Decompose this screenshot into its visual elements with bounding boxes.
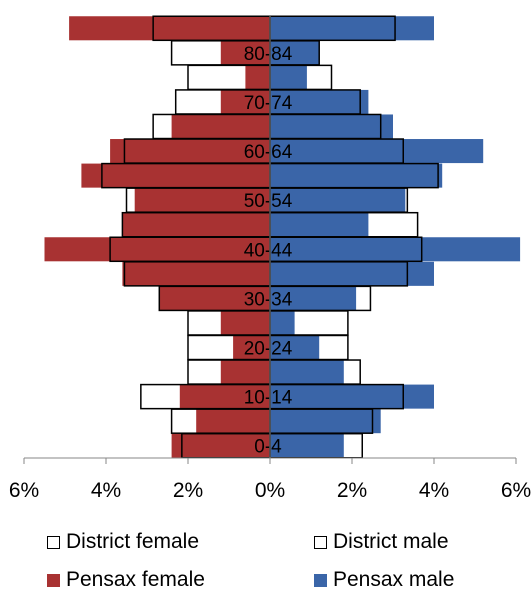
bar-pensax-female-45-49 [122, 212, 271, 237]
category-label-20-24: 20-24 [244, 339, 293, 360]
bar-pensax-male-40-44 [270, 237, 521, 262]
bar-pensax-female-55-59 [81, 163, 271, 188]
x-tick-label: 4% [91, 479, 121, 502]
bar-pensax-female-35-39 [122, 261, 271, 286]
bar-pensax-female-85+ [69, 16, 270, 41]
bar-pensax-male-60-64 [270, 139, 484, 164]
bar-pensax-female-60-64 [110, 139, 270, 164]
bar-pensax-male-65-69 [270, 114, 393, 139]
bar-pensax-female-40-44 [44, 237, 270, 262]
bar-pensax-male-5-9 [270, 409, 381, 434]
population-pyramid-chart: 0-4 10-14 20-24 30-34 40-44 50-54 60-64 70-74 80… [9, 15, 531, 502]
bar-pensax-female-10-14 [179, 384, 270, 409]
x-tick-label: 4% [419, 479, 449, 502]
bar-pensax-male-55-59 [270, 163, 443, 188]
bar-pensax-female-70-74 [220, 89, 270, 114]
x-tick-label: 2% [337, 479, 367, 502]
bar-pensax-male-35-39 [270, 261, 434, 286]
bar-pensax-male-45-49 [270, 212, 369, 237]
pensax-male-swatch [314, 573, 327, 587]
legend-item-pensax-female: Pensax female [47, 568, 205, 592]
legend-label-pensax-female: Pensax female [66, 568, 205, 591]
bar-pensax-female-20-24 [233, 335, 270, 360]
legend-label-district-male: District male [333, 530, 449, 553]
bar-pensax-male-30-34 [270, 286, 357, 311]
bar-pensax-male-15-19 [270, 360, 344, 385]
bar-pensax-female-25-29 [220, 310, 270, 335]
bar-pensax-male-20-24 [270, 335, 320, 360]
bar-pensax-male-0-4 [270, 433, 344, 458]
legend-label-pensax-male: Pensax male [333, 568, 455, 591]
category-label-30-34: 30-34 [244, 289, 293, 310]
district-male-swatch [314, 535, 327, 549]
category-label-0-4: 0-4 [254, 437, 282, 458]
category-label-80-84: 80-84 [244, 44, 293, 65]
district-female-swatch [47, 535, 60, 549]
category-label-70-74: 70-74 [244, 93, 293, 114]
category-label-50-54: 50-54 [244, 191, 293, 212]
category-label-10-14: 10-14 [244, 388, 293, 409]
bar-pensax-female-65-69 [171, 114, 270, 139]
bar-pensax-male-50-54 [270, 188, 406, 213]
bar-pensax-male-25-29 [270, 310, 295, 335]
legend-item-pensax-male: Pensax male [314, 568, 454, 592]
bar-pensax-female-75-79 [245, 65, 270, 90]
x-tick-label: 6% [501, 479, 531, 502]
x-tick-label: 0% [255, 479, 285, 502]
pensax-female-swatch [47, 573, 60, 587]
category-label-40-44: 40-44 [244, 240, 293, 261]
bar-pensax-female-0-4 [171, 433, 270, 458]
bar-pensax-female-50-54 [134, 188, 270, 213]
bar-pensax-female-5-9 [196, 409, 270, 434]
legend-item-district-female: District female [47, 530, 199, 554]
bar-pensax-male-80-84 [270, 40, 320, 65]
bar-pensax-male-85+ [270, 16, 434, 41]
bar-pensax-female-15-19 [220, 360, 270, 385]
x-tick-label: 6% [9, 479, 39, 502]
legend: District female District male Pensax fem… [0, 520, 531, 594]
bar-pensax-female-80-84 [220, 40, 270, 65]
legend-label-district-female: District female [66, 530, 200, 553]
bar-pensax-male-10-14 [270, 384, 434, 409]
x-axis: 6% 4% 2% 0% 2% 4% 6% [9, 16, 531, 502]
x-tick-label: 2% [173, 479, 203, 502]
legend-item-district-male: District male [314, 530, 449, 554]
bar-pensax-male-70-74 [270, 89, 369, 114]
bar-pensax-male-75-79 [270, 65, 307, 90]
category-label-60-64: 60-64 [244, 142, 293, 163]
category-labels: 0-4 10-14 20-24 30-34 40-44 50-54 60-64 70-74 80… [244, 44, 293, 458]
bar-pensax-female-30-34 [159, 286, 270, 311]
